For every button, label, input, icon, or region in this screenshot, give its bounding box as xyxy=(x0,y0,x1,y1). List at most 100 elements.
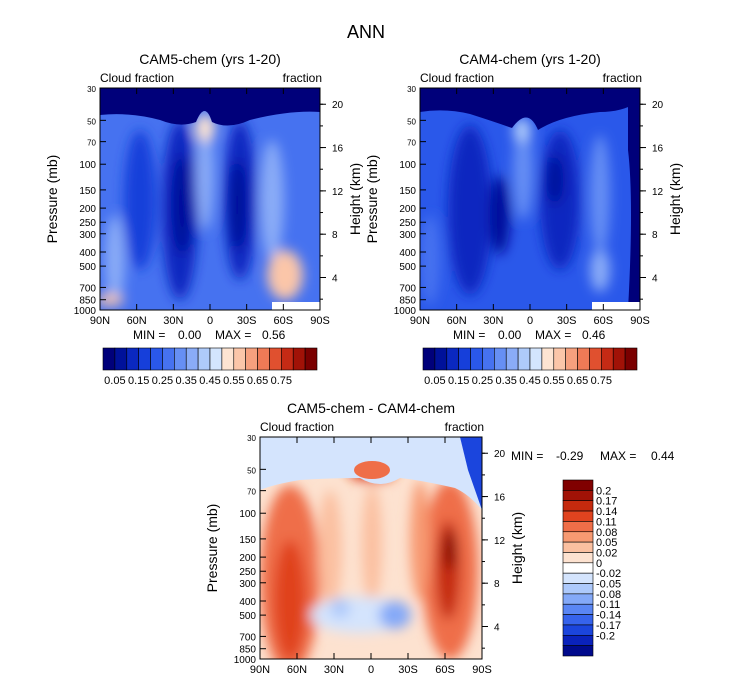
colorbar-label: 0.65 xyxy=(567,375,588,387)
left-label: Cloud fraction xyxy=(260,420,334,434)
ytick-label: 250 xyxy=(79,218,96,229)
xtick-label: 90S xyxy=(630,315,650,327)
ytick-label: 500 xyxy=(239,611,256,622)
colorbar-swatch xyxy=(470,347,483,371)
y2tick-label: 8 xyxy=(652,230,658,241)
colorbar-label: -0.11 xyxy=(596,599,620,611)
xtick-label: 60N xyxy=(447,315,467,327)
max-label: MAX = xyxy=(215,328,251,342)
missing-data xyxy=(272,302,320,310)
colorbar-swatch xyxy=(562,500,594,512)
ytick-label: 300 xyxy=(399,230,416,241)
colorbar-label: 0.25 xyxy=(152,375,173,387)
colorbar-swatch xyxy=(562,583,594,595)
heatmap-field xyxy=(260,437,482,659)
y2tick-label: 4 xyxy=(652,274,658,285)
panel-cam5: CAM5-chem (yrs 1-20) Cloud fraction frac… xyxy=(44,51,363,387)
ytick-label: 850 xyxy=(79,296,96,307)
xtick-label: 0 xyxy=(527,315,533,327)
xtick-label: 90N xyxy=(90,315,110,327)
colorbar-swatch xyxy=(304,347,318,371)
max-label: MAX = xyxy=(535,328,571,342)
ytick-label: 30 xyxy=(407,85,416,94)
xtick-label: 60S xyxy=(594,315,614,327)
xtick-label: 90S xyxy=(310,315,330,327)
colorbar-label: 0.05 xyxy=(424,375,445,387)
colorbar-label: 0.25 xyxy=(472,375,493,387)
ytick-label: 850 xyxy=(399,296,416,307)
colorbar-swatch xyxy=(601,347,614,371)
colorbar-swatch xyxy=(281,347,294,371)
polar-negative xyxy=(460,437,482,510)
colorbar-swatch xyxy=(209,347,223,371)
y2tick-label: 16 xyxy=(494,493,506,504)
y2tick-label: 20 xyxy=(652,100,664,111)
y2tick-label: 20 xyxy=(332,100,344,111)
y2tick-label: 12 xyxy=(652,187,664,198)
axes: 90N 60N 30N 0 30S 60S 90S 30 50 70 100 150 200 250300… xyxy=(394,85,664,327)
right-label: fraction xyxy=(283,71,322,85)
ytick-label: 50 xyxy=(407,117,416,126)
colorbar-label: 0.2 xyxy=(596,485,611,497)
colorbar-swatch xyxy=(562,490,594,502)
colorbar-swatch xyxy=(245,347,258,371)
ytick-label: 100 xyxy=(399,160,416,171)
colorbar-swatch xyxy=(541,347,555,371)
ytick-label: 200 xyxy=(79,204,96,215)
colorbar-label: 0.15 xyxy=(448,375,469,387)
ytick-label: 150 xyxy=(239,535,256,546)
ytick-label: 300 xyxy=(239,579,256,590)
colorbar-swatch xyxy=(162,347,175,371)
ytick-label: 100 xyxy=(239,509,256,520)
xtick-label: 60N xyxy=(127,315,147,327)
ytick-label: 1000 xyxy=(234,655,257,666)
ylabel: Pressure (mb) xyxy=(364,155,380,244)
xtick-label: 30N xyxy=(324,664,344,676)
colorbar-swatch xyxy=(292,347,306,371)
y2tick-label: 4 xyxy=(332,274,338,285)
colorbar-label: 0.55 xyxy=(543,375,564,387)
right-label: fraction xyxy=(603,71,642,85)
colorbar-label: 0.75 xyxy=(271,375,292,387)
colorbar-label: 0.55 xyxy=(223,375,244,387)
ytick-label: 500 xyxy=(79,262,96,273)
y2tick-label: 8 xyxy=(332,230,338,241)
xtick-label: 90N xyxy=(250,664,270,676)
colorbar-swatch xyxy=(482,347,495,371)
right-label: fraction xyxy=(445,420,484,434)
ytick-label: 400 xyxy=(79,248,96,259)
colorbar-swatch xyxy=(102,347,116,371)
colorbar-swatch xyxy=(562,521,594,533)
ytick-label: 1000 xyxy=(74,306,97,317)
ytick-label: 70 xyxy=(407,139,416,148)
colorbar-swatch xyxy=(422,347,436,371)
colorbar-label: 0.65 xyxy=(247,375,268,387)
min-label: MIN = xyxy=(133,328,165,342)
ytick-label: 150 xyxy=(399,186,416,197)
colorbar-label: 0 xyxy=(596,558,602,570)
colorbar-swatch xyxy=(562,541,594,553)
colorbar: 0.05 0.15 0.25 0.35 0.45 0.55 0.65 0.75 xyxy=(102,347,318,387)
colorbar-swatch xyxy=(562,634,594,646)
y2tick-label: 16 xyxy=(652,144,664,155)
colorbar-swatch xyxy=(221,347,235,371)
xtick-label: 30S xyxy=(398,664,418,676)
colorbar-swatch xyxy=(577,347,590,371)
colorbar-label: 0.14 xyxy=(596,506,617,518)
colorbar-swatch xyxy=(562,593,594,605)
colorbar-swatch xyxy=(562,562,594,574)
panel-title: CAM4-chem (yrs 1-20) xyxy=(459,51,601,67)
ytick-label: 50 xyxy=(247,466,256,475)
ylabel: Pressure (mb) xyxy=(204,504,220,593)
min-value: 0.00 xyxy=(498,328,522,342)
max-value: 0.46 xyxy=(582,328,606,342)
ytick-label: 200 xyxy=(399,204,416,215)
y2label: Height (km) xyxy=(667,163,683,235)
ytick-label: 300 xyxy=(79,230,96,241)
stratosphere-band xyxy=(420,88,640,130)
min-value: 0.00 xyxy=(178,328,202,342)
y2tick-label: 4 xyxy=(494,623,500,634)
min-label: MIN = xyxy=(511,449,543,463)
colorbar-label: 0.17 xyxy=(596,496,617,508)
